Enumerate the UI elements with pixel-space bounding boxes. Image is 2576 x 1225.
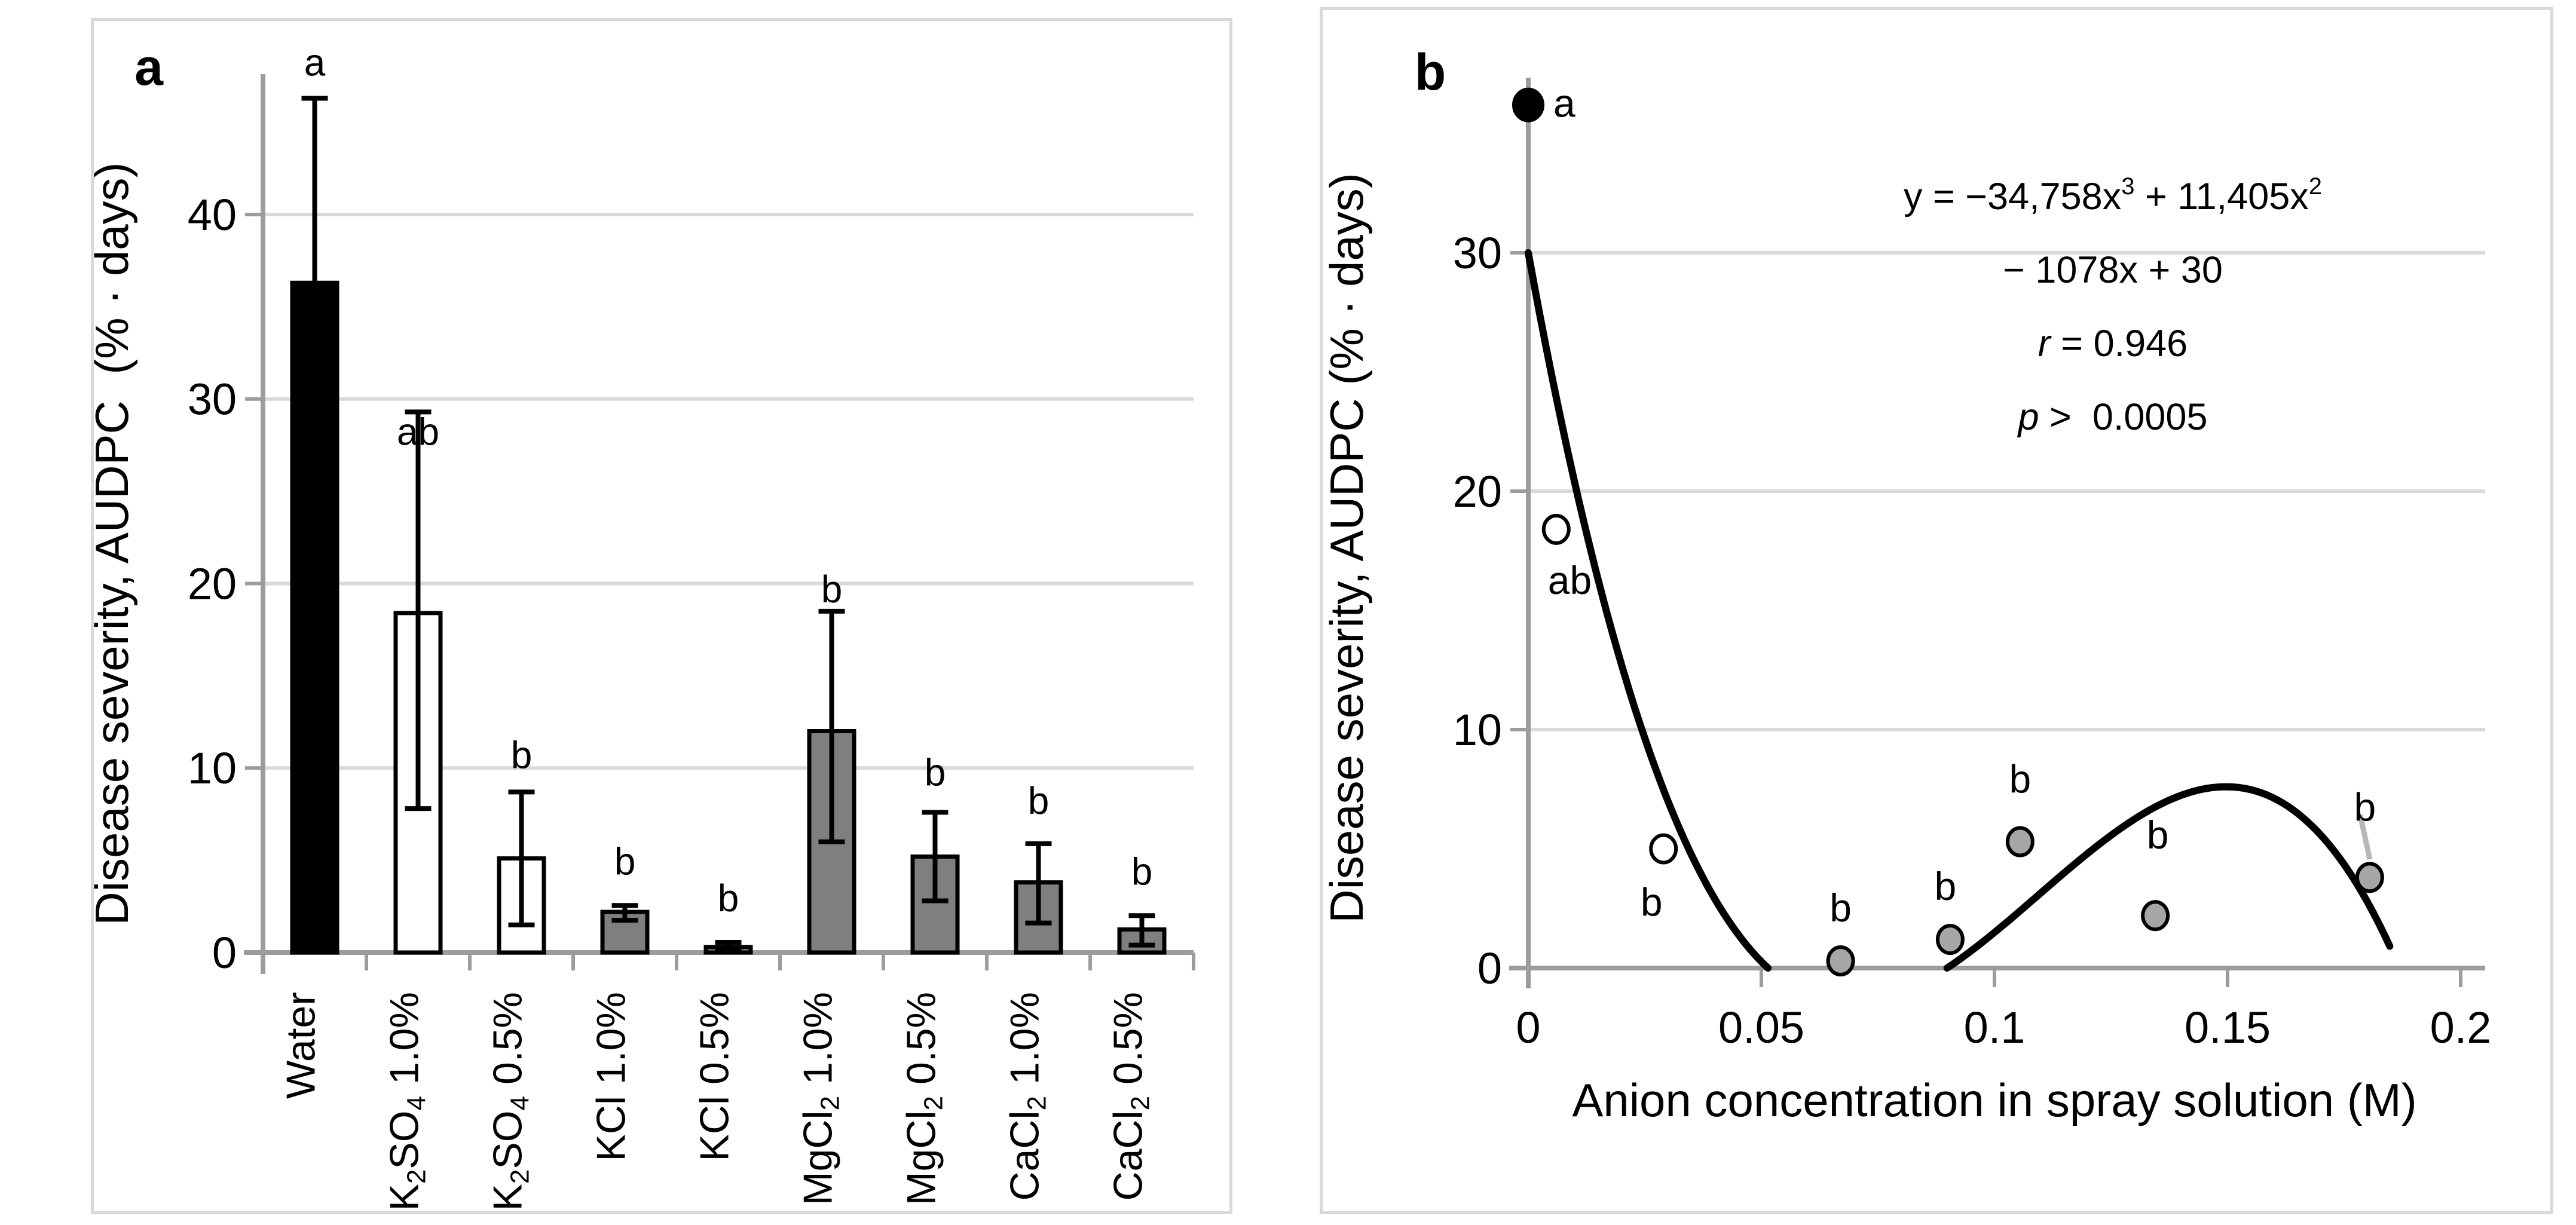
equation-line-2: − 1078x + 30 [2003, 249, 2223, 291]
category-label: K2SO4 0.5% [485, 992, 535, 1211]
trend-curve [1525, 249, 2394, 972]
point-letter: b [2147, 813, 2169, 857]
y-tick-label: 30 [1453, 228, 1502, 278]
correlation-label: r = 0.946 [2038, 323, 2188, 365]
data-point [1935, 924, 1965, 956]
panel-border [91, 18, 1232, 1214]
point-letter: b [1935, 864, 1957, 908]
sig-letter: ab [397, 410, 439, 453]
p-value-label: p > 0.0005 [2017, 396, 2207, 438]
data-point [1512, 87, 1544, 122]
y-tick-label: 0 [212, 928, 237, 978]
category-label: MgCl2 0.5% [899, 992, 949, 1205]
panel-label-a: a [134, 39, 164, 96]
y-axis-title: Disease severity, AUDPC (% · days) [1320, 173, 1373, 923]
x-tick-label: 0.2 [2430, 1003, 2492, 1052]
point-leader-line [2357, 814, 2373, 860]
point-letter: b [1829, 886, 1852, 930]
y-tick-label: 0 [1477, 944, 1502, 993]
sig-letter: b [925, 751, 946, 794]
data-point [1826, 945, 1855, 977]
y-tick-label: 30 [188, 375, 237, 424]
data-point [1541, 513, 1571, 545]
point-letter: b [1641, 880, 1663, 924]
point-letter: a [1553, 81, 1575, 125]
data-point [2005, 826, 2035, 858]
category-label: MgCl2 1.0% [796, 992, 845, 1205]
sig-letter: b [614, 840, 636, 883]
x-tick-label: 0 [1516, 1003, 1540, 1052]
sig-letter: b [821, 568, 843, 611]
point-letter: ab [1548, 558, 1592, 602]
sig-letter: b [718, 877, 739, 920]
equation-line-1: y = −34,758x3 + 11,405x2 [1904, 173, 2322, 218]
y-tick-label: 10 [188, 743, 237, 793]
point-letter: b [2354, 785, 2376, 829]
category-label: KCl 1.0% [589, 992, 634, 1161]
y-tick-label: 10 [1453, 705, 1502, 755]
panel-label-b: b [1415, 44, 1446, 101]
category-label: CaCl2 1.0% [1002, 992, 1052, 1201]
category-label: CaCl2 0.5% [1106, 992, 1155, 1201]
sig-letter: b [1028, 779, 1050, 822]
x-tick-label: 0.05 [1718, 1003, 1804, 1052]
category-label: K2SO4 1.0% [382, 992, 432, 1211]
y-tick-label: 20 [188, 559, 237, 608]
category-label: Water [279, 992, 324, 1099]
y-axis-title: Disease severity, AUDPC (% · days) [85, 162, 138, 925]
x-axis-title: Anion concentration in spray solution (M… [1572, 1074, 2416, 1126]
sig-letter: b [1131, 850, 1153, 893]
x-tick-label: 0.1 [1964, 1003, 2026, 1052]
point-letter: b [2009, 757, 2032, 801]
y-tick-label: 20 [1453, 467, 1502, 516]
data-point [1649, 833, 1678, 865]
data-point [2141, 900, 2170, 932]
data-point [2355, 862, 2384, 893]
sig-letter: b [511, 733, 533, 776]
panel-b-scatter-chart: 0 10 20 30 0 0.05 0.1 0.15 0.2 a ab b b b b b b y = −34,7… [1320, 7, 2553, 1214]
y-tick-label: 40 [188, 190, 237, 240]
category-label: KCl 0.5% [692, 992, 738, 1161]
x-tick-label: 0.15 [2185, 1003, 2271, 1052]
sig-letter: a [304, 41, 326, 84]
